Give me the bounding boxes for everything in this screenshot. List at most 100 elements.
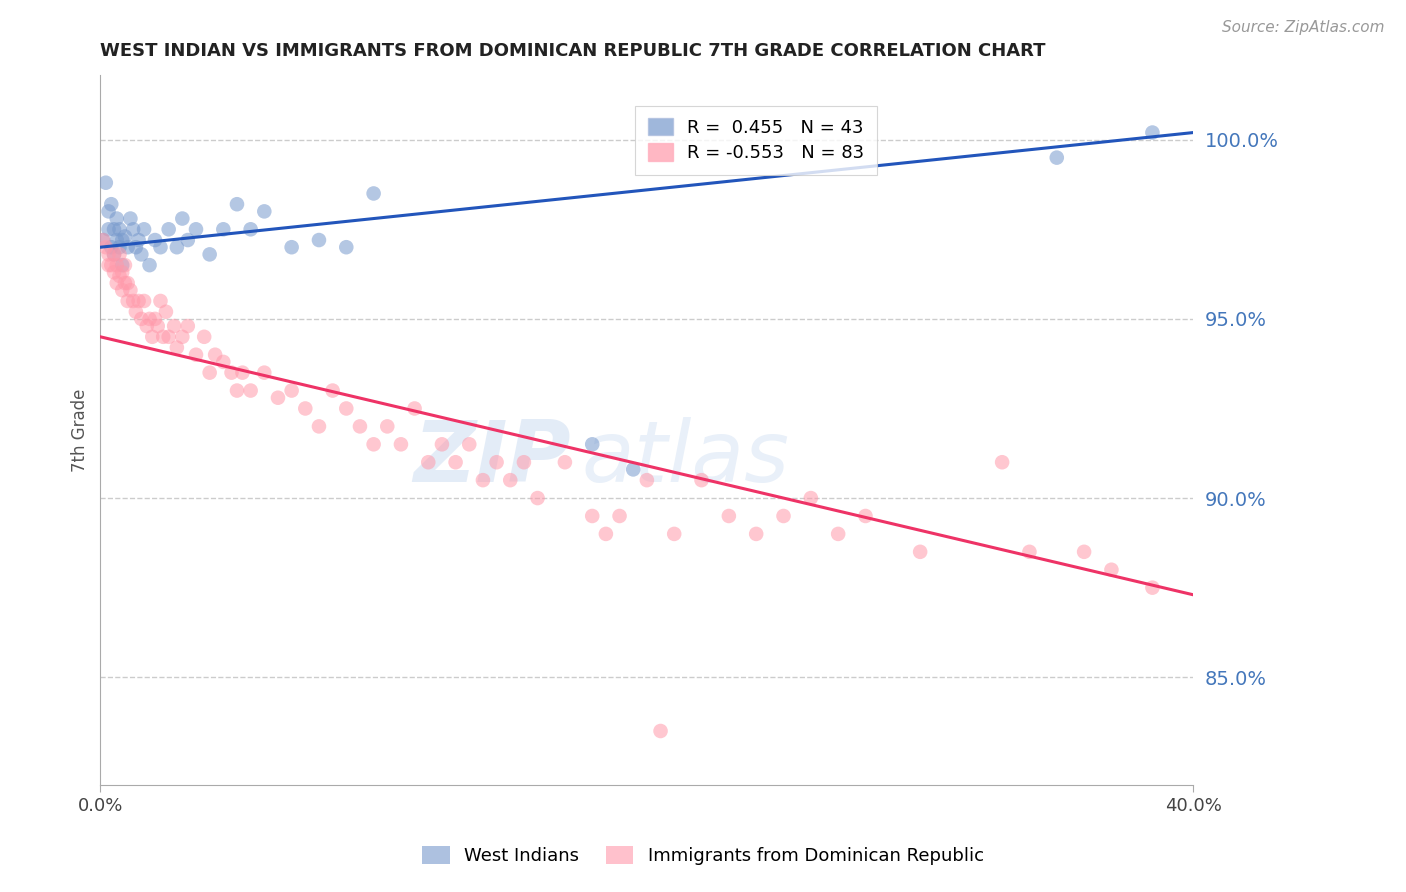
Point	[108, 222, 131, 236]
Point	[128, 233, 150, 247]
Point	[91, 233, 114, 247]
Point	[294, 401, 316, 416]
Point	[554, 455, 576, 469]
Point	[1018, 545, 1040, 559]
Text: ZIP: ZIP	[413, 417, 571, 500]
Point	[526, 491, 548, 505]
Point	[800, 491, 823, 505]
Point	[827, 527, 849, 541]
Point	[97, 258, 120, 272]
Point	[108, 268, 131, 283]
Point	[97, 222, 120, 236]
Point	[141, 330, 163, 344]
Point	[166, 240, 188, 254]
Point	[221, 366, 243, 380]
Point	[100, 240, 122, 254]
Point	[308, 233, 330, 247]
Point	[131, 247, 153, 261]
Point	[122, 293, 145, 308]
Point	[184, 348, 207, 362]
Point	[226, 384, 249, 398]
Point	[239, 384, 262, 398]
Point	[111, 233, 134, 247]
Point	[138, 258, 160, 272]
Point	[105, 276, 128, 290]
Point	[155, 304, 177, 318]
Point	[100, 258, 122, 272]
Point	[389, 437, 412, 451]
Point	[418, 455, 440, 469]
Point	[91, 233, 114, 247]
Point	[184, 222, 207, 236]
Point	[120, 283, 142, 297]
Point	[280, 240, 302, 254]
Point	[111, 283, 134, 297]
Point	[117, 276, 139, 290]
Point	[1142, 126, 1164, 140]
Point	[114, 258, 136, 272]
Point	[105, 233, 128, 247]
Y-axis label: 7th Grade: 7th Grade	[72, 388, 89, 472]
Point	[636, 473, 658, 487]
Point	[322, 384, 344, 398]
Point	[125, 304, 148, 318]
Point	[94, 240, 117, 254]
Point	[111, 265, 134, 279]
Point	[375, 419, 398, 434]
Text: Source: ZipAtlas.com: Source: ZipAtlas.com	[1222, 20, 1385, 35]
Point	[499, 473, 522, 487]
Point	[143, 233, 166, 247]
Point	[105, 211, 128, 226]
Point	[132, 222, 155, 236]
Point	[1073, 545, 1095, 559]
Point	[143, 311, 166, 326]
Point	[125, 240, 148, 254]
Point	[163, 319, 186, 334]
Point	[138, 311, 160, 326]
Point	[198, 366, 221, 380]
Point	[458, 437, 481, 451]
Point	[471, 473, 494, 487]
Point	[135, 319, 157, 334]
Point	[404, 401, 426, 416]
Point	[581, 437, 603, 451]
Point	[193, 330, 215, 344]
Point	[103, 265, 125, 279]
Point	[198, 247, 221, 261]
Point	[177, 319, 200, 334]
Point	[650, 724, 672, 739]
Point	[1046, 151, 1069, 165]
Point	[117, 240, 139, 254]
Point	[745, 527, 768, 541]
Point	[444, 455, 467, 469]
Point	[226, 197, 249, 211]
Point	[131, 311, 153, 326]
Point	[103, 222, 125, 236]
Point	[212, 355, 235, 369]
Point	[363, 437, 385, 451]
Point	[114, 276, 136, 290]
Point	[239, 222, 262, 236]
Point	[595, 527, 617, 541]
Point	[335, 401, 357, 416]
Point	[581, 508, 603, 523]
Point	[172, 330, 194, 344]
Point	[212, 222, 235, 236]
Text: WEST INDIAN VS IMMIGRANTS FROM DOMINICAN REPUBLIC 7TH GRADE CORRELATION CHART: WEST INDIAN VS IMMIGRANTS FROM DOMINICAN…	[100, 42, 1046, 60]
Point	[166, 341, 188, 355]
Point	[855, 508, 877, 523]
Point	[103, 247, 125, 261]
Point	[485, 455, 508, 469]
Point	[152, 330, 174, 344]
Point	[513, 455, 536, 469]
Point	[253, 204, 276, 219]
Point	[267, 391, 290, 405]
Point	[664, 527, 686, 541]
Point	[149, 240, 172, 254]
Text: atlas: atlas	[581, 417, 789, 500]
Point	[621, 462, 644, 476]
Point	[157, 330, 180, 344]
Point	[157, 222, 180, 236]
Point	[231, 366, 253, 380]
Point	[908, 545, 931, 559]
